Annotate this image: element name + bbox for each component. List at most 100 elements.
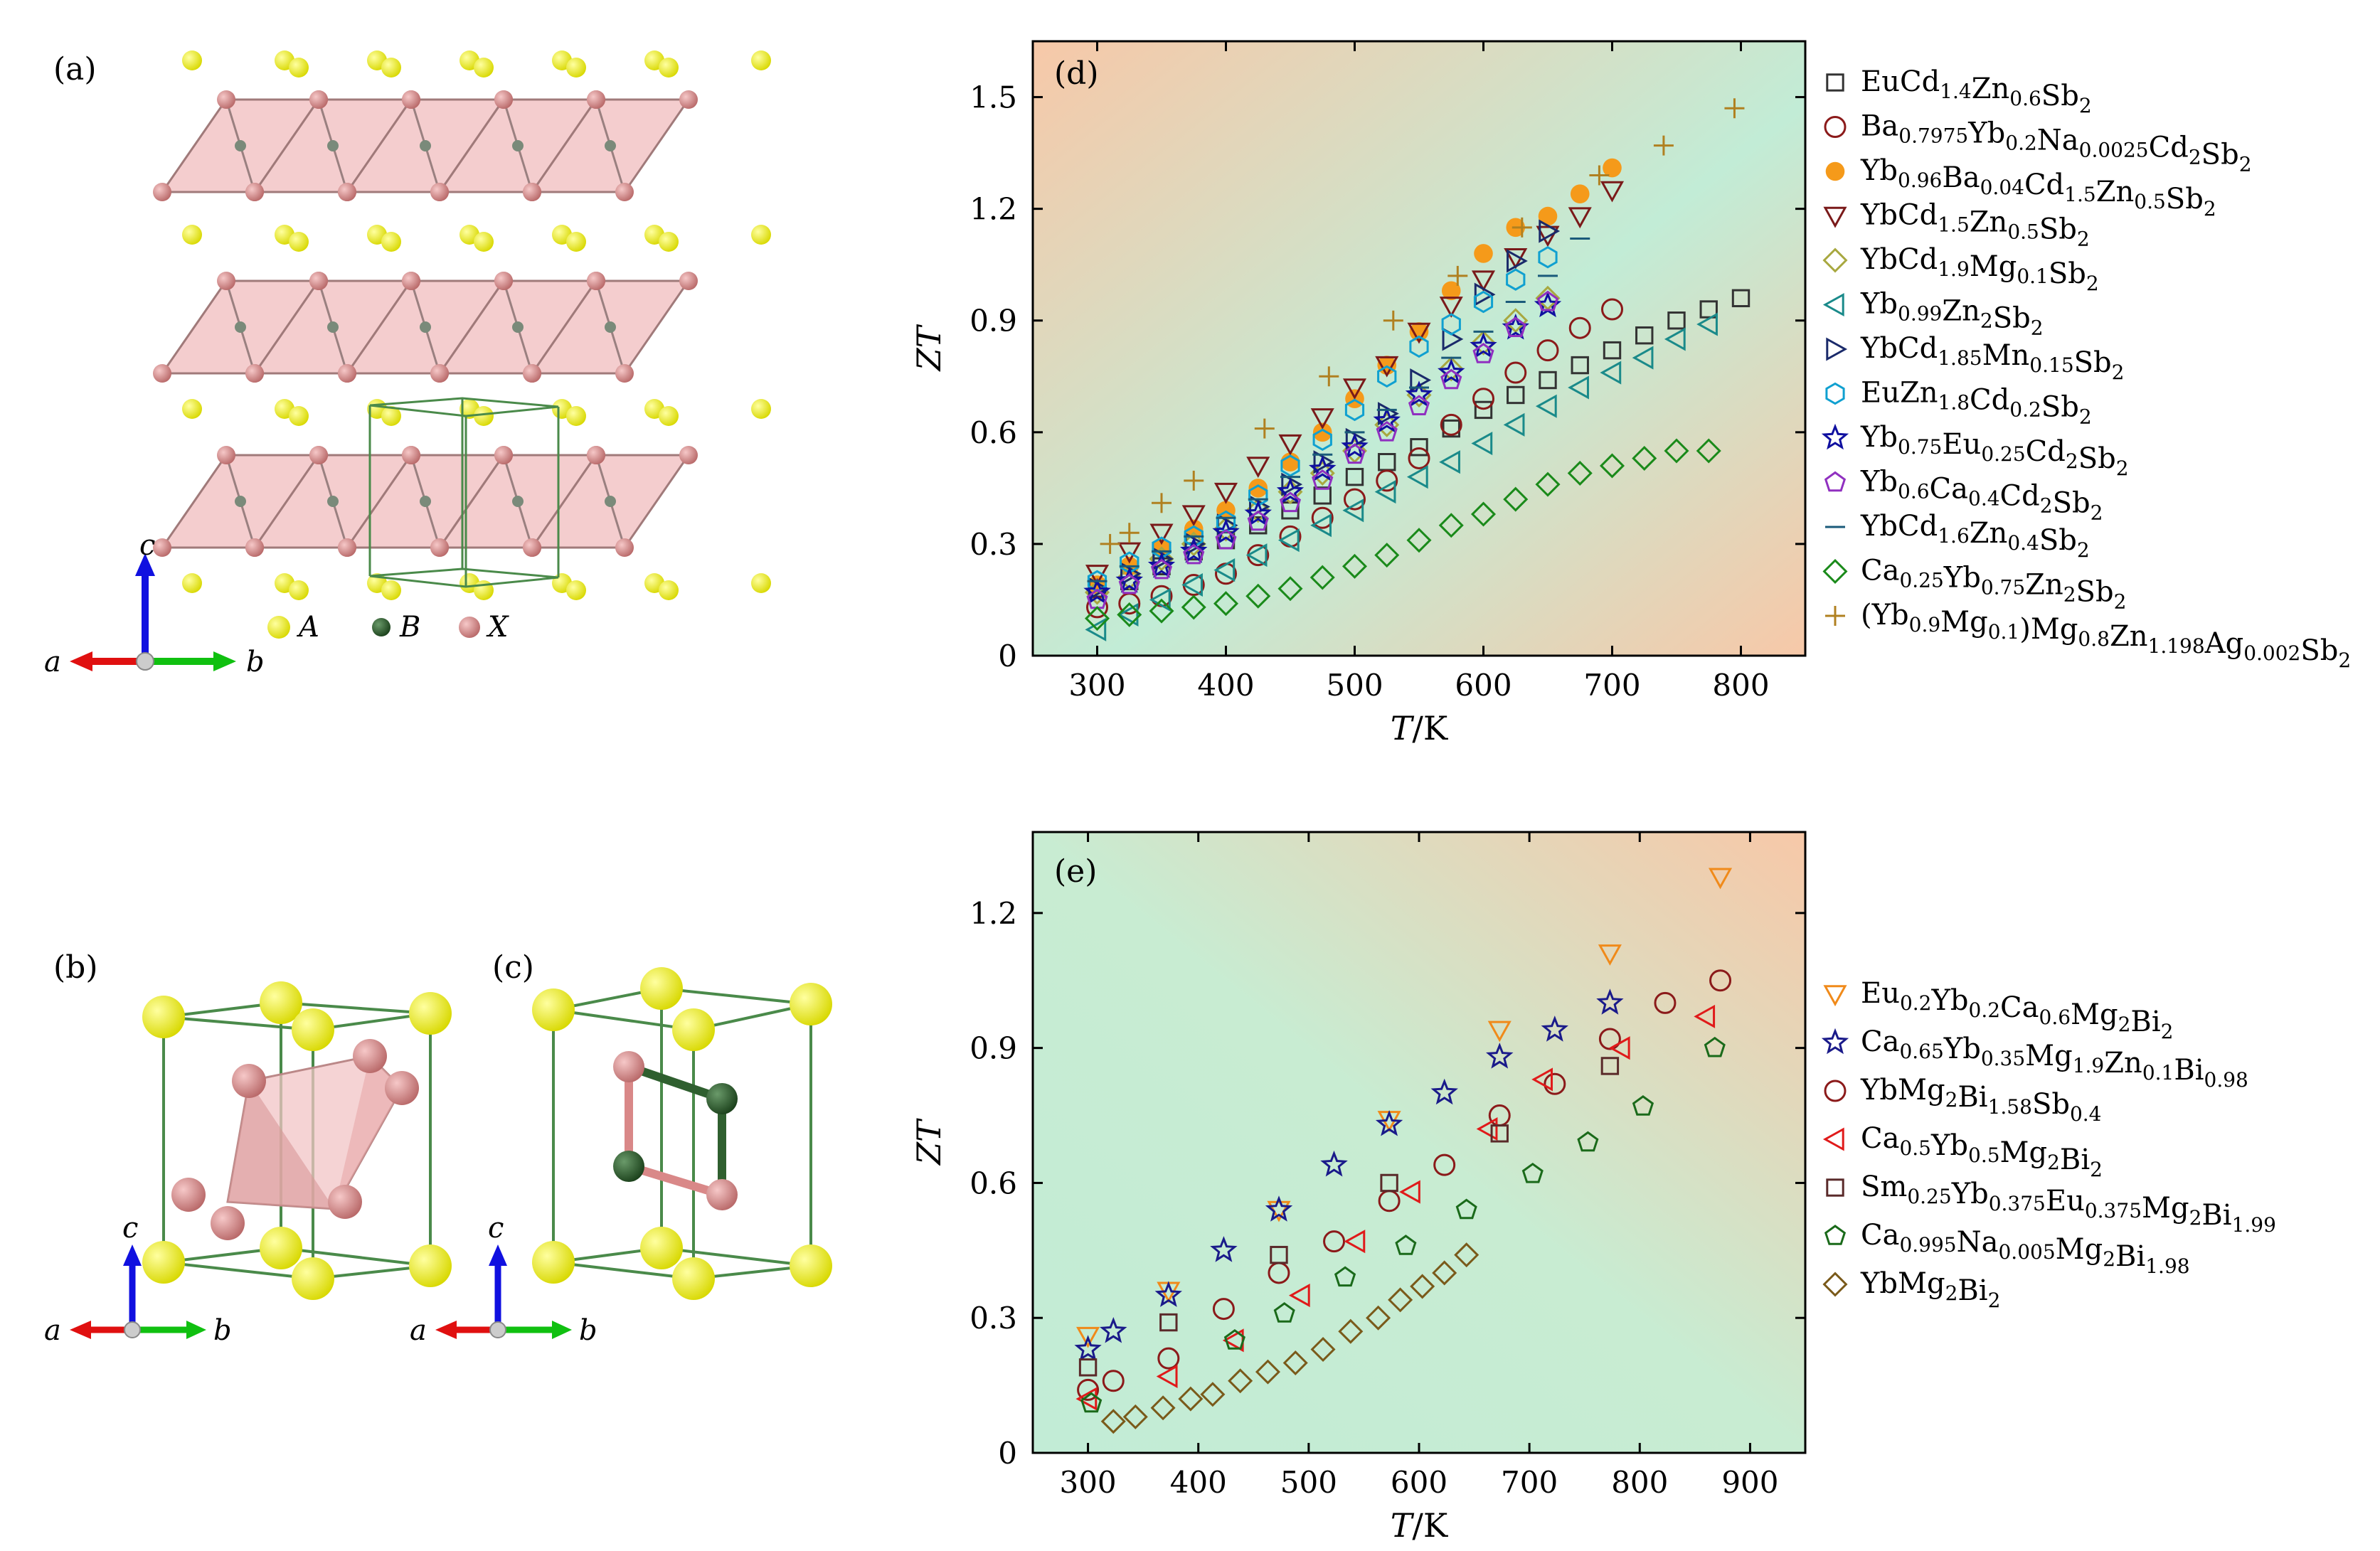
a-site-atom <box>474 58 494 78</box>
data-point <box>1504 316 1526 337</box>
x-site-atom <box>523 364 541 383</box>
y-axis-label: ZT <box>910 1118 948 1166</box>
legend-subscript: 2 <box>1980 309 1993 333</box>
data-point <box>1152 493 1172 513</box>
legend-subscript: 1.6 <box>1938 524 1970 548</box>
x-site-atom <box>153 183 171 201</box>
data-point <box>1821 423 1849 450</box>
data-point <box>1568 375 1589 400</box>
x-site-atom <box>494 272 513 290</box>
x-site-atom <box>402 90 420 109</box>
data-point <box>1608 1036 1630 1060</box>
y-tick-label: 1.5 <box>969 80 1017 115</box>
legend-subscript: 0.6 <box>2009 87 2041 110</box>
data-point <box>1490 1124 1509 1143</box>
x-site-atom <box>402 272 420 290</box>
data-point <box>1319 366 1339 387</box>
octahedral-layer <box>153 90 698 201</box>
axes-triad-c: c b a <box>410 1212 597 1347</box>
legend-subscript: 2 <box>2077 538 2090 562</box>
legend-subscript: 0.8 <box>2078 627 2110 651</box>
data-point <box>1149 587 1171 612</box>
legend-subscript: 0.99 <box>1898 302 1942 326</box>
y-tick-label: 0.6 <box>969 1166 1017 1200</box>
legend-subscript: 2 <box>2116 457 2129 480</box>
b-site-atom <box>235 321 246 333</box>
y-tick-label: 0.9 <box>969 1031 1017 1066</box>
series <box>1100 98 1745 554</box>
data-point <box>1313 486 1332 505</box>
data-point <box>1122 1404 1148 1429</box>
data-point <box>1536 339 1559 362</box>
legend-entry: YbMg2Bi2 <box>1860 1267 2000 1312</box>
data-point <box>1544 1072 1566 1095</box>
x-axis-label: T/K <box>1391 1506 1449 1545</box>
legend-subscript: 1.9 <box>1938 257 1970 281</box>
a-site-atom <box>182 573 202 593</box>
data-point <box>1822 247 1848 273</box>
data-point <box>1100 533 1120 554</box>
data-point <box>1472 388 1494 410</box>
legend-subscript: 2 <box>2112 361 2125 384</box>
x-site-atom <box>679 272 698 290</box>
legend-subscript: 0.4 <box>1968 487 2000 511</box>
octahedral-layer <box>153 272 698 383</box>
data-point <box>1282 1350 1308 1375</box>
axes-d: 300 400 500 600 700 800 0 0.3 0.6 0.9 1.2 1.5 T/K ZT <box>910 41 1805 747</box>
data-point <box>1535 394 1557 418</box>
data-point <box>1441 281 1461 301</box>
legend-subscript: 2 <box>2063 583 2076 607</box>
b-site-atom <box>512 140 524 151</box>
legend-subscript: 1.198 <box>2148 634 2205 658</box>
legend-subscript: 0.04 <box>1980 176 2024 199</box>
x-site-atom <box>679 90 698 109</box>
data-point <box>1277 576 1303 602</box>
legend-entry: Sm0.25Yb0.375Eu0.375Mg2Bi1.99 <box>1861 1171 2276 1237</box>
legend-entry: Ca0.995Na0.005Mg2Bi1.98 <box>1861 1219 2190 1278</box>
y-tick-label: 1.2 <box>969 896 1017 931</box>
data-point <box>1541 1016 1568 1042</box>
b-site-atom <box>605 140 616 151</box>
data-point <box>1442 419 1460 438</box>
x-site-atom <box>217 446 235 464</box>
data-point <box>1826 73 1844 92</box>
atom-legend-A-icon <box>267 616 290 639</box>
data-point <box>1383 310 1403 331</box>
legend-subscript: 1.58 <box>1988 1095 2032 1119</box>
data-point <box>1825 161 1845 181</box>
data-point <box>1470 501 1497 527</box>
b-site-atom <box>512 496 524 507</box>
x-site-atom <box>587 90 605 109</box>
atoms-b <box>142 981 452 1300</box>
data-point <box>1539 371 1557 390</box>
b-site-atom <box>420 496 431 507</box>
a-site-atom <box>566 406 586 426</box>
legend-subscript: 0.25 <box>1899 569 1943 592</box>
legend-subscript: 2 <box>2079 94 2092 117</box>
a-site-atom <box>182 225 202 245</box>
data-point <box>1821 1028 1849 1055</box>
data-point <box>1405 380 1433 407</box>
x-site-atom <box>245 538 264 557</box>
data-point <box>1470 332 1497 358</box>
x-tick-label: 600 <box>1455 668 1512 703</box>
a-site-atom <box>289 580 309 600</box>
legend-entry: Ca0.5Yb0.5Mg2Bi2 <box>1861 1122 2103 1181</box>
data-point <box>1538 206 1558 226</box>
data-point <box>1181 505 1206 527</box>
data-point <box>1568 207 1592 229</box>
legend-subscript: 0.375 <box>1989 1192 2046 1215</box>
panel-label-d: (d) <box>1054 55 1099 92</box>
data-point <box>1503 308 1529 334</box>
axis-letter-b-b: b <box>213 1314 232 1347</box>
data-point <box>1310 1336 1336 1363</box>
data-point <box>1342 499 1364 523</box>
legend-entry: Ca0.65Yb0.35Mg1.9Zn0.1Bi0.98 <box>1861 1025 2248 1092</box>
x-site-atom <box>402 446 420 464</box>
data-point <box>1632 346 1654 370</box>
data-point <box>1598 1028 1621 1050</box>
data-point <box>1603 158 1622 178</box>
data-point <box>1320 1150 1348 1177</box>
legend-subscript: 0.9 <box>1909 613 1941 636</box>
